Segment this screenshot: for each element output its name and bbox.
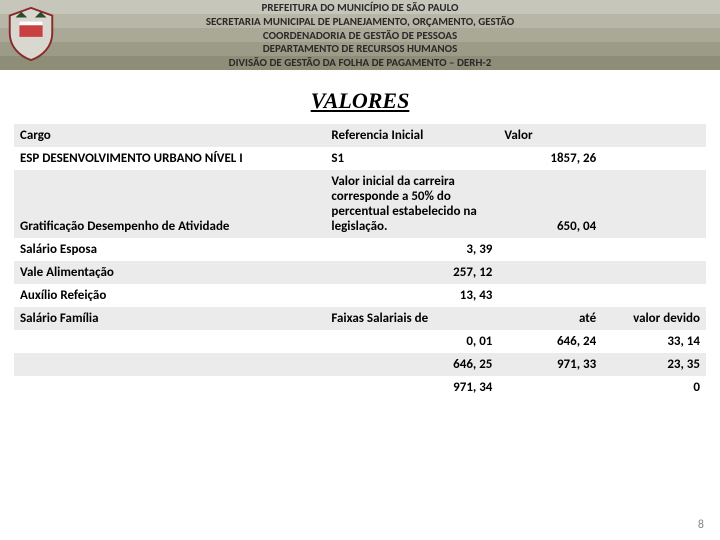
cell-empty [14, 376, 325, 399]
cell-vale-alimentacao-val: 257, 12 [325, 261, 498, 284]
cell-auxilio-refeicao: Auxílio Refeição [14, 284, 325, 307]
cell-empty [602, 147, 706, 170]
cell-gratificacao: Gratificação Desempenho de Atividade [14, 170, 325, 238]
cell-empty [498, 261, 602, 284]
cell-empty [602, 284, 706, 307]
th-valor: Valor [498, 124, 602, 147]
page-number: 8 [698, 518, 704, 532]
cell-salario-esposa: Salário Esposa [14, 238, 325, 261]
page-title: VALORES [0, 88, 720, 114]
cell-valor: 1857, 26 [498, 147, 602, 170]
header-text: PREFEITURA DO MUNICÍPIO DE SÃO PAULO SEC… [0, 0, 720, 70]
cell-ate-label: até [498, 307, 602, 330]
values-table: Cargo Referencia Inicial Valor ESP DESEN… [0, 124, 720, 399]
cell-salario-familia: Salário Família [14, 307, 325, 330]
cell-auxilio-refeicao-val: 13, 43 [325, 284, 498, 307]
cell-salario-esposa-val: 3, 39 [325, 238, 498, 261]
cell-faixas-label: Faixas Salariais de [325, 307, 498, 330]
th-empty [602, 124, 706, 147]
th-referencia: Referencia Inicial [325, 124, 498, 147]
cell-faixa-de: 0, 01 [325, 330, 498, 353]
cell-gratificacao-desc: Valor inicial da carreira corresponde a … [325, 170, 498, 238]
cell-gratificacao-val: 650, 04 [498, 170, 602, 238]
cell-empty [498, 284, 602, 307]
cell-valor-devido-label: valor devido [602, 307, 706, 330]
cell-faixa-ate: 971, 33 [498, 353, 602, 376]
cell-faixa-de: 646, 25 [325, 353, 498, 376]
header-line: COORDENADORIA DE GESTÃO DE PESSOAS [0, 29, 720, 43]
header-line: SECRETARIA MUNICIPAL DE PLANEJAMENTO, OR… [0, 15, 720, 29]
header-line: DEPARTAMENTO DE RECURSOS HUMANOS [0, 42, 720, 56]
cell-empty [602, 238, 706, 261]
cell-empty [14, 330, 325, 353]
header-line: PREFEITURA DO MUNICÍPIO DE SÃO PAULO [0, 1, 720, 15]
cell-faixa-ate [498, 376, 602, 399]
cell-faixa-devido: 0 [602, 376, 706, 399]
cell-empty [498, 238, 602, 261]
cell-faixa-ate: 646, 24 [498, 330, 602, 353]
cell-vale-alimentacao: Vale Alimentação [14, 261, 325, 284]
cell-ref: S1 [325, 147, 498, 170]
cell-cargo: ESP DESENVOLVIMENTO URBANO NÍVEL I [14, 147, 325, 170]
header-line: DIVISÃO DE GESTÃO DA FOLHA DE PAGAMENTO … [0, 56, 720, 70]
cell-empty [602, 261, 706, 284]
cell-faixa-devido: 23, 35 [602, 353, 706, 376]
cell-empty [602, 170, 706, 238]
cell-faixa-devido: 33, 14 [602, 330, 706, 353]
cell-faixa-de: 971, 34 [325, 376, 498, 399]
cell-empty [14, 353, 325, 376]
header-band: PREFEITURA DO MUNICÍPIO DE SÃO PAULO SEC… [0, 0, 720, 70]
th-cargo: Cargo [14, 124, 325, 147]
